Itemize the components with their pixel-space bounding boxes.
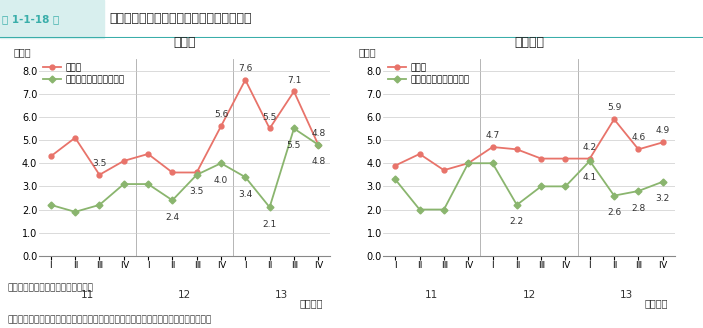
Text: 3.5: 3.5 [190,187,204,196]
Text: 4.9: 4.9 [656,127,670,135]
Text: 2.1: 2.1 [262,220,277,229]
Text: 5.6: 5.6 [214,110,228,119]
Text: 4.1: 4.1 [583,174,597,182]
Text: （年期）: （年期） [300,298,323,308]
Text: 5.9: 5.9 [607,103,621,112]
Text: 13: 13 [619,290,633,300]
Text: 資料：財務省「法人企業統計季報」: 資料：財務省「法人企業統計季報」 [7,283,93,292]
Text: 4.7: 4.7 [485,131,500,140]
Text: 3.2: 3.2 [656,194,670,203]
Text: 7.1: 7.1 [287,75,301,85]
Legend: 大企業, 中小企業・小規模事業者: 大企業, 中小企業・小規模事業者 [43,64,125,84]
Text: 12: 12 [178,290,191,300]
Text: 非製造業: 非製造業 [514,36,544,49]
Text: 4.8: 4.8 [311,157,325,166]
Legend: 大企業, 中小企業・小規模事業者: 大企業, 中小企業・小規模事業者 [387,64,470,84]
Text: 第 1-1-18 図: 第 1-1-18 図 [2,14,59,24]
Text: 4.0: 4.0 [214,176,228,185]
Text: 13: 13 [275,290,288,300]
Bar [0,0,104,38]
Text: 2.8: 2.8 [631,203,645,213]
Text: 規模別・業種別の売上高経常利益率の推移: 規模別・業種別の売上高経常利益率の推移 [109,12,252,25]
Text: 4.6: 4.6 [631,133,645,142]
Text: 11: 11 [425,290,439,300]
Text: 4.8: 4.8 [311,129,325,138]
Text: 3.4: 3.4 [238,190,252,199]
Text: （注）資本金１億円以上を大企業、１千万円以上１億円未満を中小企業としている。: （注）資本金１億円以上を大企業、１千万円以上１億円未満を中小企業としている。 [7,316,212,325]
Text: 3.5: 3.5 [92,159,107,168]
Text: 5.5: 5.5 [262,113,277,122]
Text: 5.5: 5.5 [287,141,301,150]
Text: （年期）: （年期） [645,298,668,308]
Text: 7.6: 7.6 [238,64,252,73]
Text: 2.2: 2.2 [510,217,524,226]
Text: 4.2: 4.2 [583,143,597,152]
Text: 2.6: 2.6 [607,208,621,217]
Text: 製造業: 製造業 [173,36,196,49]
Text: （％）: （％） [14,47,32,57]
Text: 12: 12 [522,290,536,300]
Text: 11: 11 [81,290,94,300]
Text: （％）: （％） [359,47,376,57]
Text: 2.4: 2.4 [165,213,179,222]
